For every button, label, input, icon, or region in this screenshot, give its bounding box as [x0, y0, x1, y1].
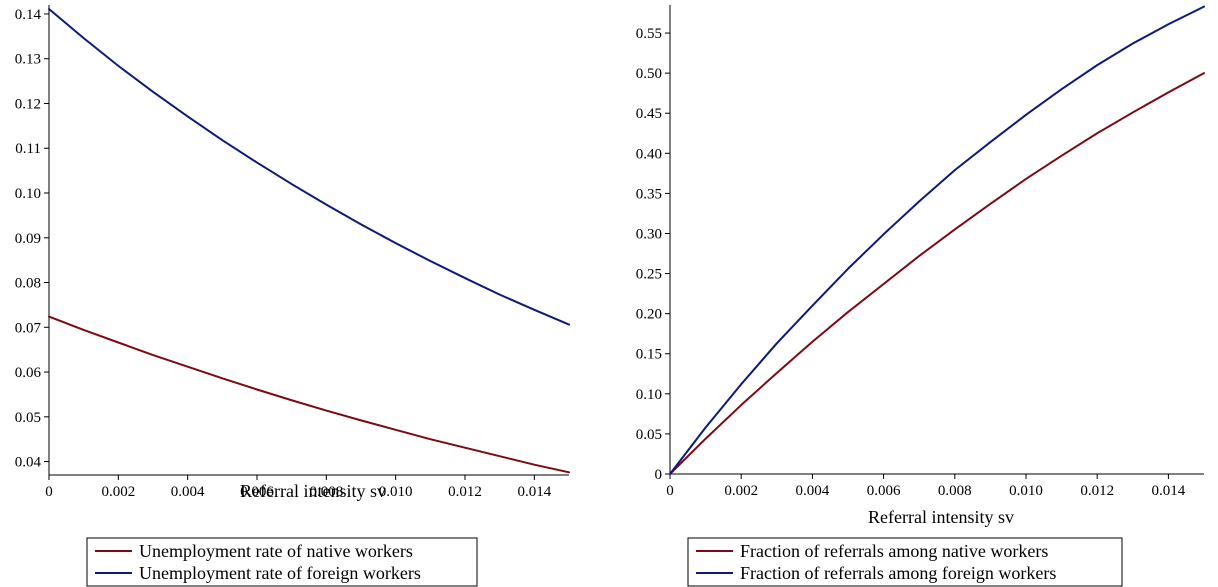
- y-tick-label: 0.50: [636, 66, 662, 82]
- y-tick-label: 0.04: [15, 455, 42, 471]
- y-tick-label: 0.10: [15, 186, 41, 202]
- x-axis-title: Referral intensity sv: [868, 507, 1014, 527]
- y-tick-label: 0.45: [636, 106, 662, 122]
- x-tick-label: 0.010: [1009, 483, 1043, 499]
- y-tick-label: 0.10: [636, 387, 662, 403]
- series-line-2: [669, 5, 1205, 475]
- series-line-1: [669, 72, 1205, 475]
- series-line-1: [48, 315, 570, 474]
- y-tick-label: 0.30: [636, 226, 662, 242]
- x-axis-title: Referral intensity sv: [240, 481, 386, 501]
- y-tick-label: 0.20: [636, 307, 662, 323]
- y-tick-label: 0.11: [15, 141, 41, 157]
- y-tick-label: 0: [655, 467, 663, 483]
- x-tick-label: 0.014: [517, 484, 551, 500]
- y-tick-label: 0.14: [15, 7, 42, 23]
- y-tick-label: 0.05: [15, 410, 41, 426]
- x-tick-label: 0: [45, 484, 53, 500]
- x-tick-label: 0: [666, 483, 674, 499]
- x-tick-label: 0.002: [724, 483, 758, 499]
- x-tick-label: 0.008: [938, 483, 972, 499]
- y-tick-label: 0.05: [636, 427, 662, 443]
- legend: Unemployment rate of native workersUnemp…: [86, 537, 478, 587]
- x-tick-label: 0.014: [1152, 483, 1186, 499]
- legend: Fraction of referrals among native worke…: [687, 537, 1123, 587]
- chart-referral-fraction: 0 0.05 0.10 0.15 0.20 0.25 0.30 0.35 0.40 0.45 0.5…: [636, 5, 1205, 587]
- y-tick-label: 0.25: [636, 267, 662, 283]
- y-tick-label: 0.40: [636, 146, 662, 162]
- x-tick-label: 0.008: [309, 484, 343, 500]
- legend-box: [86, 537, 478, 587]
- x-tick-label: 0.004: [796, 483, 830, 499]
- y-tick-label: 0.09: [15, 231, 41, 247]
- chart-unemployment-rate: 0.04 0.05 0.06 0.07 0.08 0.09 0.10 0.11 0.12 0.13…: [15, 5, 570, 587]
- x-tick-label: 0.006: [867, 483, 901, 499]
- legend-label-1: Fraction of referrals among native worke…: [740, 541, 1048, 561]
- x-tick-label: 0.010: [379, 484, 413, 500]
- y-tick-label: 0.08: [15, 276, 41, 292]
- x-tick-label: 0.004: [171, 484, 205, 500]
- y-tick-label: 0.15: [636, 347, 662, 363]
- y-tick-label: 0.55: [636, 26, 662, 42]
- legend-label-2: Fraction of referrals among foreign work…: [740, 563, 1056, 583]
- y-tick-label: 0.35: [636, 186, 662, 202]
- y-tick-label: 0.13: [15, 52, 41, 68]
- y-tick-label: 0.06: [15, 365, 42, 381]
- x-tick-label: 0.002: [101, 484, 135, 500]
- legend-label-2: Unemployment rate of foreign workers: [139, 563, 421, 583]
- y-tick-label: 0.07: [15, 320, 42, 336]
- x-tick-label: 0.012: [1080, 483, 1114, 499]
- series-line-2: [48, 8, 570, 326]
- y-tick-label: 0.12: [15, 96, 41, 112]
- x-tick-label: 0.006: [240, 484, 274, 500]
- legend-label-1: Unemployment rate of native workers: [139, 541, 413, 561]
- x-tick-label: 0.012: [448, 484, 482, 500]
- legend-box: [687, 537, 1123, 587]
